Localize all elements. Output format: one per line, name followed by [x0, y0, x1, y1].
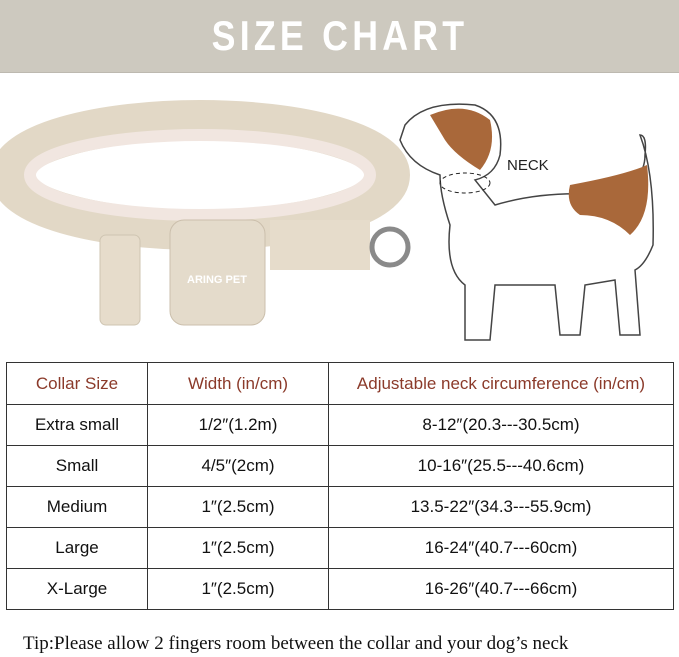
- width-cell: 1/2″(1.2m): [147, 404, 329, 446]
- title-banner: SIZE CHART: [0, 0, 679, 73]
- header-width: Width (in/cm): [147, 362, 329, 405]
- width-cell: 1″(2.5cm): [147, 486, 329, 528]
- neck-cell: 8-12″(20.3---30.5cm): [328, 404, 674, 446]
- size-cell: Medium: [6, 486, 148, 528]
- buckle: [169, 219, 266, 326]
- neck-cell: 13.5-22″(34.3---55.9cm): [328, 486, 674, 528]
- dog-illustration: NECK: [399, 103, 654, 341]
- tip-text: Tip:Please allow 2 fingers room between …: [23, 633, 569, 654]
- table-row: Large 1″(2.5cm) 16-24″(40.7---60cm): [6, 527, 674, 569]
- table-header-row: Collar Size Width (in/cm) Adjustable nec…: [6, 362, 674, 405]
- d-ring-icon: [369, 226, 411, 268]
- neck-cell: 16-26″(40.7---66cm): [328, 568, 674, 610]
- size-cell: X-Large: [6, 568, 148, 610]
- table-row: Extra small 1/2″(1.2m) 8-12″(20.3---30.5cm…: [6, 404, 674, 446]
- neck-label: NECK: [507, 157, 549, 174]
- size-cell: Small: [6, 445, 148, 487]
- table-row: Small 4/5″(2cm) 10-16″(25.5---40.6cm): [6, 445, 674, 487]
- width-cell: 1″(2.5cm): [147, 527, 329, 569]
- header-collar-size: Collar Size: [6, 362, 148, 405]
- table-row: X-Large 1″(2.5cm) 16-26″(40.7---66cm): [6, 568, 674, 610]
- size-cell: Extra small: [6, 404, 148, 446]
- width-cell: 4/5″(2cm): [147, 445, 329, 487]
- width-cell: 1″(2.5cm): [147, 568, 329, 610]
- neck-cell: 10-16″(25.5---40.6cm): [328, 445, 674, 487]
- collar-image: ARING PET: [0, 100, 411, 326]
- header-neck-circumference: Adjustable neck circumference (in/cm): [328, 362, 674, 405]
- page-title: SIZE CHART: [211, 12, 468, 59]
- size-table: Collar Size Width (in/cm) Adjustable nec…: [6, 362, 674, 610]
- buckle-text: ARING PET: [187, 274, 247, 286]
- neck-cell: 16-24″(40.7---60cm): [328, 527, 674, 569]
- table-row: Medium 1″(2.5cm) 13.5-22″(34.3---55.9cm): [6, 486, 674, 528]
- size-cell: Large: [6, 527, 148, 569]
